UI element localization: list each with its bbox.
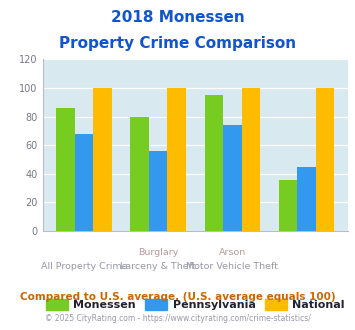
Bar <box>279 180 297 231</box>
Text: All Property Crime: All Property Crime <box>41 262 127 271</box>
Bar <box>297 167 316 231</box>
Text: Motor Vehicle Theft: Motor Vehicle Theft <box>186 262 278 271</box>
Bar <box>75 134 93 231</box>
Text: Property Crime Comparison: Property Crime Comparison <box>59 36 296 51</box>
Bar <box>56 108 75 231</box>
Bar <box>316 88 334 231</box>
Text: 2018 Monessen: 2018 Monessen <box>111 10 244 25</box>
Bar <box>223 125 241 231</box>
Bar <box>204 95 223 231</box>
Text: Burglary: Burglary <box>138 248 179 257</box>
Text: Larceny & Theft: Larceny & Theft <box>120 262 196 271</box>
Text: Arson: Arson <box>219 248 246 257</box>
Bar <box>241 88 260 231</box>
Bar <box>93 88 112 231</box>
Text: © 2025 CityRating.com - https://www.cityrating.com/crime-statistics/: © 2025 CityRating.com - https://www.city… <box>45 314 310 323</box>
Bar <box>149 151 168 231</box>
Legend: Monessen, Pennsylvania, National: Monessen, Pennsylvania, National <box>41 294 349 315</box>
Bar <box>168 88 186 231</box>
Bar <box>131 116 149 231</box>
Text: Compared to U.S. average. (U.S. average equals 100): Compared to U.S. average. (U.S. average … <box>20 292 335 302</box>
